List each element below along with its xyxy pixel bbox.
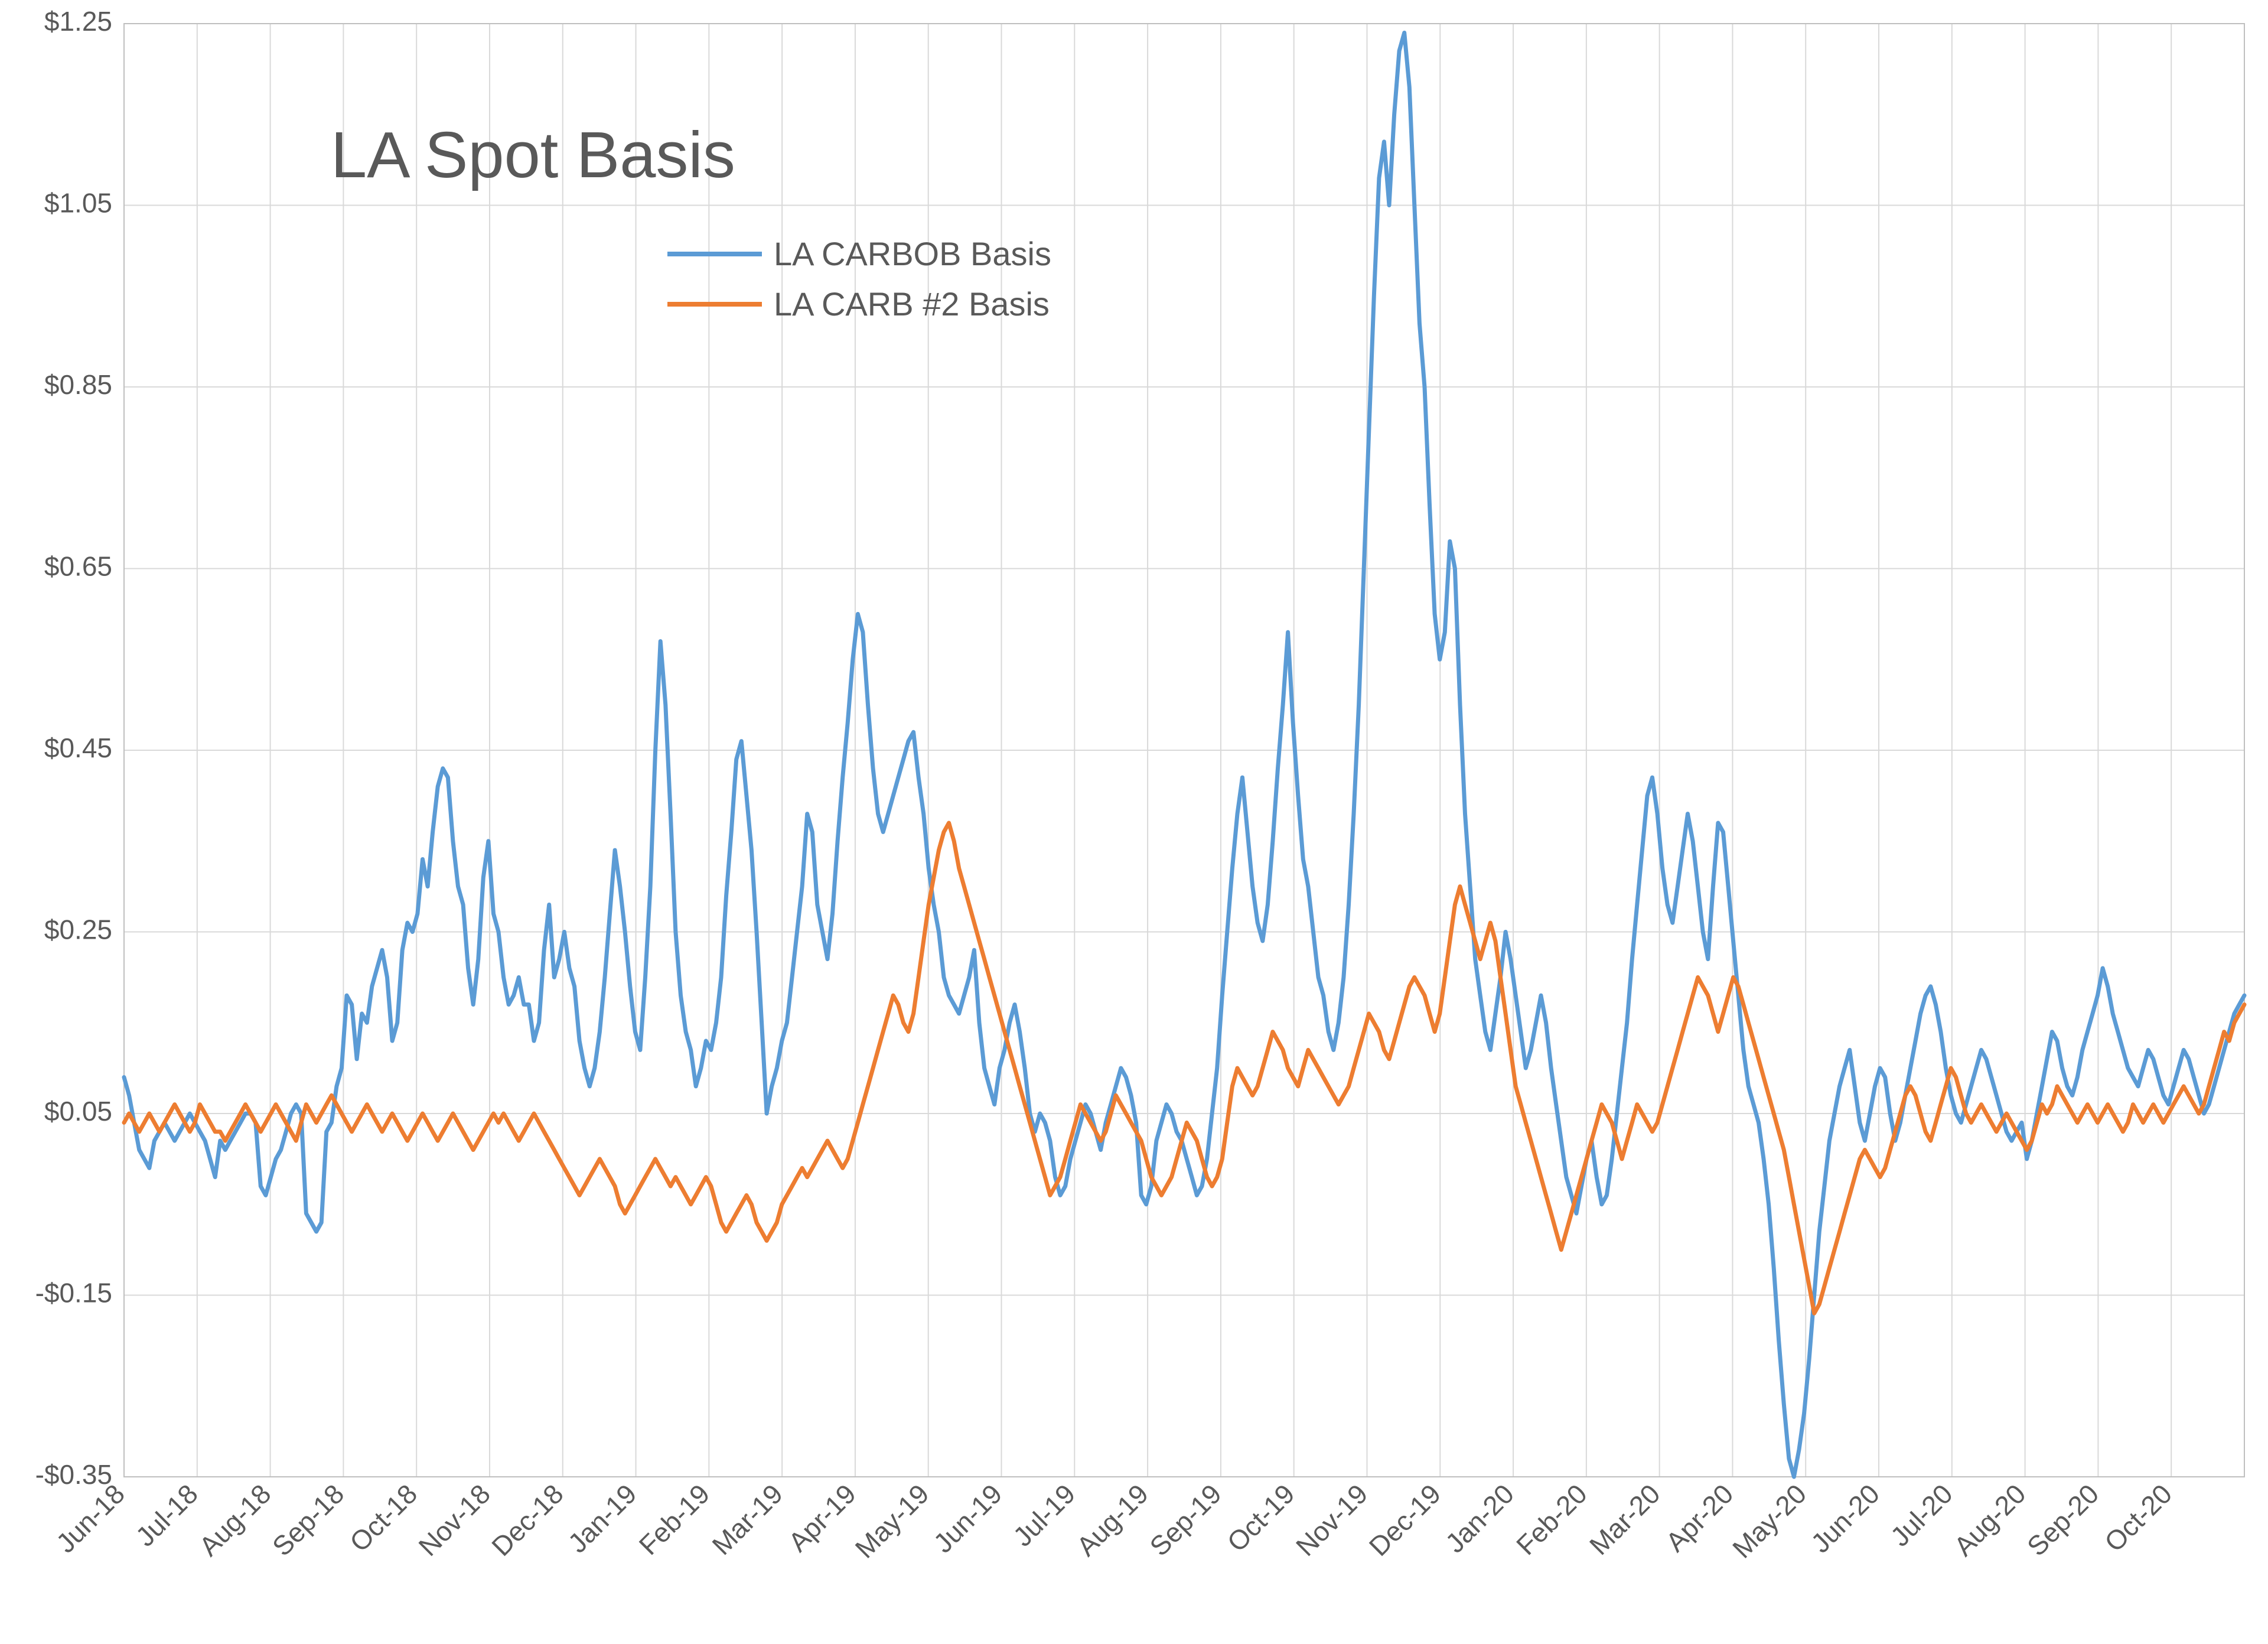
y-tick-label: $0.05 (44, 1096, 112, 1127)
chart-container: -$0.35 -$0.15 $0.05 $0.25 $0.45 $0.65 $0.85 $1.… (0, 0, 2268, 1644)
line-chart: -$0.35 -$0.15 $0.05 $0.25 $0.45 $0.65 $0.85 $1.… (0, 0, 2268, 1644)
chart-title: LA Spot Basis (331, 119, 735, 191)
y-tick-label: $1.05 (44, 188, 112, 219)
legend-label: LA CARB #2 Basis (774, 285, 1050, 323)
y-tick-label: -$0.35 (35, 1459, 112, 1490)
y-tick-label: $1.25 (44, 6, 112, 37)
y-tick-label: -$0.15 (35, 1278, 112, 1308)
y-tick-label: $0.25 (44, 914, 112, 945)
y-tick-label: $0.85 (44, 369, 112, 400)
y-tick-label: $0.65 (44, 551, 112, 582)
y-tick-label: $0.45 (44, 733, 112, 763)
legend-label: LA CARBOB Basis (774, 235, 1051, 272)
